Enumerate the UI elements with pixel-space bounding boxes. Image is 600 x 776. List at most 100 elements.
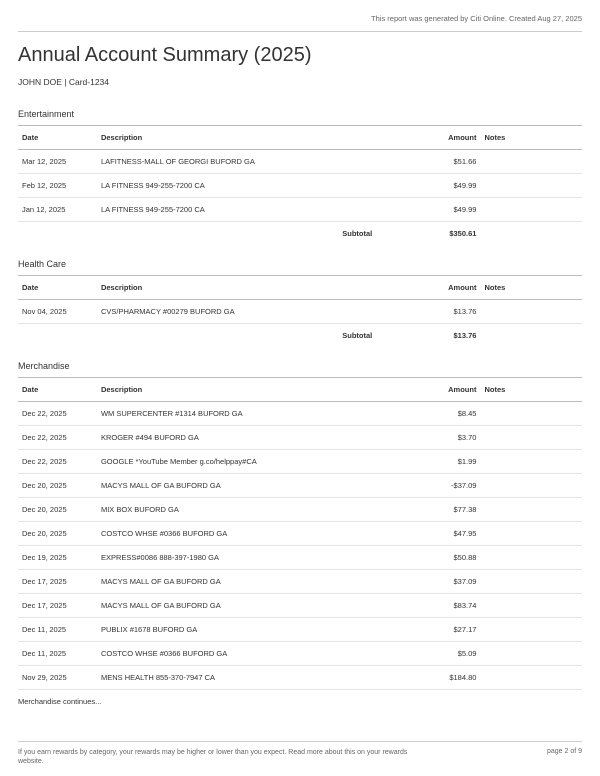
- cell-date: Nov 29, 2025: [18, 666, 97, 690]
- cell-description: COSTCO WHSE #0366 BUFORD GA: [97, 642, 390, 666]
- cell-date: Nov 04, 2025: [18, 300, 97, 324]
- cell-description: PUBLIX #1678 BUFORD GA: [97, 618, 390, 642]
- cell-amount: $184.80: [390, 666, 480, 690]
- cell-description: LA FITNESS 949-255-7200 CA: [97, 174, 390, 198]
- table-row: Nov 04, 2025CVS/PHARMACY #00279 BUFORD G…: [18, 300, 582, 324]
- cell-description: WM SUPERCENTER #1314 BUFORD GA: [97, 402, 390, 426]
- table-row: Dec 22, 2025WM SUPERCENTER #1314 BUFORD …: [18, 402, 582, 426]
- subtotal-row: Subtotal $13.76: [18, 324, 582, 348]
- cell-amount: $37.09: [390, 570, 480, 594]
- cell-amount: $49.99: [390, 174, 480, 198]
- cell-notes: [480, 546, 582, 570]
- cell-date: Dec 20, 2025: [18, 474, 97, 498]
- table-row: Feb 12, 2025LA FITNESS 949-255-7200 CA$4…: [18, 174, 582, 198]
- table-row: Mar 12, 2025LAFITNESS-MALL OF GEORGI BUF…: [18, 150, 582, 174]
- cell-notes: [480, 150, 582, 174]
- cell-description: LAFITNESS-MALL OF GEORGI BUFORD GA: [97, 150, 390, 174]
- cell-date: Dec 17, 2025: [18, 570, 97, 594]
- merchandise-continues: Merchandise continues...: [18, 697, 582, 706]
- merchandise-table: Date Description Amount Notes Dec 22, 20…: [18, 377, 582, 690]
- subtotal-amount: $350.61: [390, 222, 480, 246]
- subtotal-label: Subtotal: [97, 222, 390, 246]
- col-notes: Notes: [480, 378, 582, 402]
- cell-amount: $49.99: [390, 198, 480, 222]
- table-row: Dec 19, 2025EXPRESS#0086 888-397-1980 GA…: [18, 546, 582, 570]
- cell-date: Dec 11, 2025: [18, 642, 97, 666]
- col-date: Date: [18, 276, 97, 300]
- col-amount: Amount: [390, 276, 480, 300]
- section-title-merchandise: Merchandise: [18, 361, 582, 371]
- table-row: Dec 17, 2025MACYS MALL OF GA BUFORD GA$8…: [18, 594, 582, 618]
- healthcare-body: Nov 04, 2025CVS/PHARMACY #00279 BUFORD G…: [18, 300, 582, 324]
- table-row: Dec 20, 2025COSTCO WHSE #0366 BUFORD GA$…: [18, 522, 582, 546]
- cell-amount: $83.74: [390, 594, 480, 618]
- cell-date: Dec 22, 2025: [18, 402, 97, 426]
- healthcare-table: Date Description Amount Notes Nov 04, 20…: [18, 275, 582, 347]
- subtotal-label: Subtotal: [97, 324, 390, 348]
- section-title-healthcare: Health Care: [18, 259, 582, 269]
- table-row: Dec 22, 2025GOOGLE *YouTube Member g.co/…: [18, 450, 582, 474]
- subtotal-row: Subtotal $350.61: [18, 222, 582, 246]
- cell-description: CVS/PHARMACY #00279 BUFORD GA: [97, 300, 390, 324]
- cell-notes: [480, 642, 582, 666]
- cell-description: LA FITNESS 949-255-7200 CA: [97, 198, 390, 222]
- col-notes: Notes: [480, 276, 582, 300]
- footer-disclaimer: If you earn rewards by category, your re…: [18, 748, 413, 766]
- page-title: Annual Account Summary (2025): [18, 44, 582, 67]
- table-row: Dec 20, 2025MACYS MALL OF GA BUFORD GA-$…: [18, 474, 582, 498]
- cell-description: MACYS MALL OF GA BUFORD GA: [97, 570, 390, 594]
- cell-date: Dec 22, 2025: [18, 450, 97, 474]
- cell-date: Jan 12, 2025: [18, 198, 97, 222]
- cell-date: Dec 20, 2025: [18, 522, 97, 546]
- cell-notes: [480, 402, 582, 426]
- subtotal-amount: $13.76: [390, 324, 480, 348]
- table-row: Jan 12, 2025LA FITNESS 949-255-7200 CA$4…: [18, 198, 582, 222]
- col-description: Description: [97, 378, 390, 402]
- cell-description: MENS HEALTH 855-370-7947 CA: [97, 666, 390, 690]
- cell-notes: [480, 618, 582, 642]
- cell-amount: $1.99: [390, 450, 480, 474]
- cell-amount: $47.95: [390, 522, 480, 546]
- entertainment-table: Date Description Amount Notes Mar 12, 20…: [18, 125, 582, 245]
- report-meta: This report was generated by Citi Online…: [18, 14, 582, 31]
- cell-amount: $27.17: [390, 618, 480, 642]
- col-amount: Amount: [390, 378, 480, 402]
- col-date: Date: [18, 126, 97, 150]
- col-description: Description: [97, 126, 390, 150]
- cell-date: Mar 12, 2025: [18, 150, 97, 174]
- cell-description: MACYS MALL OF GA BUFORD GA: [97, 474, 390, 498]
- cell-date: Dec 19, 2025: [18, 546, 97, 570]
- cell-date: Dec 22, 2025: [18, 426, 97, 450]
- cell-amount: $3.70: [390, 426, 480, 450]
- footer: If you earn rewards by category, your re…: [18, 741, 582, 766]
- account-line: JOHN DOE | Card-1234: [18, 77, 582, 87]
- cell-description: COSTCO WHSE #0366 BUFORD GA: [97, 522, 390, 546]
- section-title-entertainment: Entertainment: [18, 109, 582, 119]
- cell-amount: $5.09: [390, 642, 480, 666]
- table-row: Dec 11, 2025PUBLIX #1678 BUFORD GA$27.17: [18, 618, 582, 642]
- cell-amount: $77.38: [390, 498, 480, 522]
- cell-amount: $50.88: [390, 546, 480, 570]
- cell-notes: [480, 666, 582, 690]
- cell-amount: $8.45: [390, 402, 480, 426]
- cell-amount: $51.66: [390, 150, 480, 174]
- table-row: Nov 29, 2025MENS HEALTH 855-370-7947 CA$…: [18, 666, 582, 690]
- cell-notes: [480, 174, 582, 198]
- cell-description: MIX BOX BUFORD GA: [97, 498, 390, 522]
- col-amount: Amount: [390, 126, 480, 150]
- cell-notes: [480, 426, 582, 450]
- cell-date: Feb 12, 2025: [18, 174, 97, 198]
- table-row: Dec 22, 2025KROGER #494 BUFORD GA$3.70: [18, 426, 582, 450]
- cell-notes: [480, 474, 582, 498]
- cell-notes: [480, 594, 582, 618]
- cell-notes: [480, 498, 582, 522]
- col-description: Description: [97, 276, 390, 300]
- cell-notes: [480, 450, 582, 474]
- table-row: Dec 17, 2025MACYS MALL OF GA BUFORD GA$3…: [18, 570, 582, 594]
- cell-description: MACYS MALL OF GA BUFORD GA: [97, 594, 390, 618]
- footer-page: page 2 of 9: [547, 748, 582, 755]
- cell-date: Dec 17, 2025: [18, 594, 97, 618]
- cell-notes: [480, 300, 582, 324]
- cell-notes: [480, 198, 582, 222]
- col-date: Date: [18, 378, 97, 402]
